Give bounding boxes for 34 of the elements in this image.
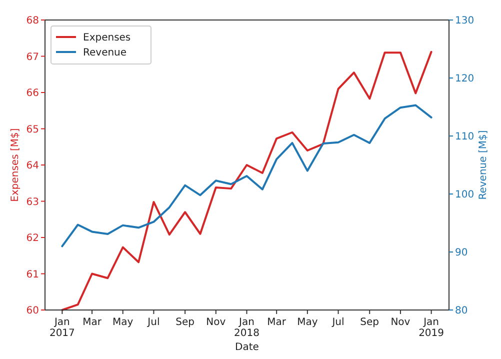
y2-tick-label: 80 (455, 306, 468, 316)
x-tick-label: Mar (267, 317, 287, 328)
x-tick-label: Jan 2017 (49, 317, 75, 339)
x-tick-label: Jul (331, 317, 344, 328)
x-tick-label: Sep (176, 317, 194, 328)
x-tick-label: May (112, 317, 134, 328)
y-tick-label: 63 (26, 196, 39, 208)
x-tick-label: Nov (206, 317, 226, 328)
y-tick-label: 65 (26, 124, 39, 136)
y-tick-label: 67 (26, 52, 39, 63)
y2-axis-title: Revenue [M$] (478, 130, 489, 200)
y-tick-label: 66 (26, 88, 39, 99)
x-tick-label: Jan 2019 (418, 317, 444, 339)
y-tick-label: 68 (26, 16, 39, 26)
legend-label: Revenue (83, 48, 127, 58)
y2-tick-label: 130 (455, 16, 474, 26)
legend-label: Expenses (83, 32, 131, 44)
x-tick-label: Jul (146, 317, 160, 328)
x-tick-label: Sep (360, 317, 380, 328)
x-tick-label: Mar (82, 317, 102, 328)
y-axis-title: Expenses [M$] (10, 128, 21, 202)
y-tick-label: 64 (26, 160, 39, 172)
line-series (61, 104, 432, 248)
y-tick-label: 62 (26, 233, 39, 244)
x-axis-title: Date (235, 342, 259, 353)
y2-tick-label: 90 (455, 248, 468, 258)
x-tick-label: May (297, 317, 318, 328)
y-tick-label: 60 (26, 306, 39, 316)
x-tick-label: Jan 2018 (234, 317, 260, 339)
y2-tick-label: 110 (455, 132, 474, 142)
y-tick-label: 61 (26, 269, 39, 280)
x-tick-label: Nov (390, 317, 410, 328)
y2-tick-label: 100 (455, 190, 474, 200)
y2-tick-label: 120 (455, 74, 474, 84)
